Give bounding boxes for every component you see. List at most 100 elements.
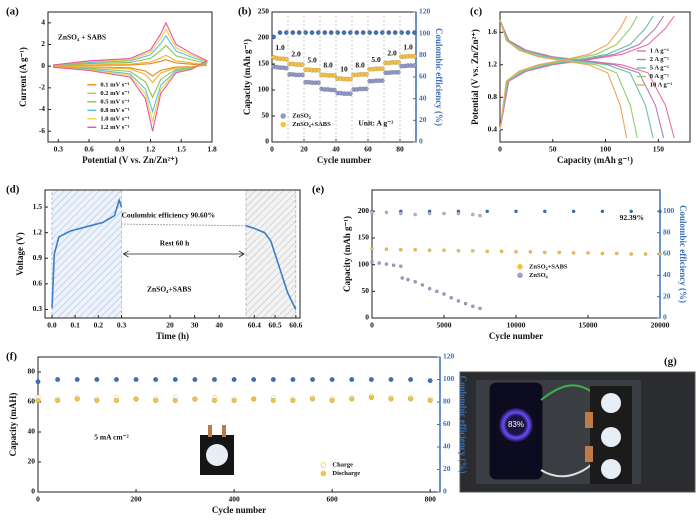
- point: [329, 376, 335, 383]
- y2-tick-label: 20: [443, 464, 451, 473]
- discharge-curve: [499, 19, 654, 139]
- point: [384, 262, 389, 266]
- charge-curve: [499, 15, 654, 130]
- legend-label: ZnSO₄+SABS: [529, 263, 568, 270]
- point: [379, 30, 385, 36]
- point: [514, 250, 518, 254]
- y2-tick-label: 40: [419, 93, 427, 102]
- point: [442, 248, 446, 253]
- rate-label: 5.0: [307, 55, 317, 64]
- y2-tick-label: 40: [663, 270, 671, 279]
- panel-label: (d): [6, 184, 20, 196]
- point: [413, 212, 418, 217]
- point: [434, 289, 439, 294]
- y-tick-label: 0: [365, 313, 369, 322]
- annotation: Rest 60 h: [160, 238, 190, 247]
- y-tick-label: 1.2: [33, 227, 43, 236]
- cv-curve: [53, 28, 209, 122]
- point: [395, 69, 401, 75]
- point: [74, 396, 80, 402]
- point: [373, 30, 379, 36]
- y2-tick-label: 120: [443, 352, 455, 361]
- x-tick-label: 0.3: [117, 321, 127, 330]
- discharge-region: [245, 189, 297, 319]
- legend-label: 0.8 mV s⁻¹: [100, 107, 129, 114]
- x-tick-label: 20: [300, 145, 308, 154]
- panel-label: (c): [470, 6, 483, 18]
- x-tick-label: 100: [600, 145, 612, 154]
- point: [485, 209, 490, 214]
- point: [331, 72, 337, 78]
- y2-tick-label: 0: [443, 487, 447, 496]
- y-axis-label: Capacity (mAh g⁻¹): [342, 216, 352, 292]
- charge-curve: [499, 15, 638, 130]
- point: [427, 248, 432, 253]
- y-tick-label: -6: [39, 126, 45, 135]
- point: [571, 251, 576, 255]
- point: [377, 261, 382, 265]
- y2-tick-label: 120: [419, 7, 431, 16]
- y-axis-label: Capacity (mAh g⁻¹): [242, 39, 252, 115]
- y-tick-label: 0: [265, 137, 269, 146]
- x-tick-label: 0.9: [115, 145, 125, 154]
- point: [270, 376, 276, 383]
- y-tick-label: 150: [258, 59, 270, 68]
- point: [153, 376, 159, 383]
- point: [370, 246, 374, 251]
- x-tick-label: 20: [166, 321, 174, 330]
- rest-arrow: [122, 250, 245, 258]
- point: [370, 260, 374, 264]
- x-tick-label: 20000: [651, 321, 670, 330]
- point: [231, 376, 237, 383]
- point: [309, 30, 315, 36]
- y-tick-label: 80: [28, 367, 36, 376]
- x-tick-label: 200: [130, 495, 142, 504]
- point: [388, 396, 394, 402]
- point: [398, 247, 403, 252]
- point: [406, 277, 410, 282]
- legend-label: 1 A g⁻¹: [650, 47, 669, 54]
- point: [283, 30, 289, 36]
- point: [542, 209, 547, 214]
- point: [411, 63, 417, 69]
- point: [290, 30, 296, 36]
- point: [456, 248, 461, 253]
- point: [456, 211, 461, 216]
- cv-curve: [53, 34, 209, 114]
- x-axis-label: Potential (V vs. Zn/Zn²⁺): [82, 155, 178, 165]
- point: [399, 30, 405, 36]
- legend-label: 1.0 mV s⁻¹: [100, 115, 129, 122]
- y2-axis-label: Coulombic efficiency (%): [458, 376, 468, 474]
- point: [557, 250, 562, 255]
- annotation: ZnSO₄ + SABS: [58, 33, 106, 42]
- point: [542, 250, 547, 255]
- discharge-curve: [499, 19, 638, 139]
- y-tick-label: 100: [258, 85, 270, 94]
- point: [384, 210, 389, 215]
- point: [614, 251, 619, 256]
- point: [349, 396, 355, 402]
- y2-tick-label: 40: [443, 442, 451, 451]
- charge-curve: [499, 15, 628, 130]
- annotation: 92.39%: [620, 213, 644, 222]
- point: [360, 30, 366, 36]
- voltage-line: [121, 223, 247, 227]
- point: [629, 209, 634, 214]
- point: [478, 306, 482, 311]
- annotation: ZnSO₄+SABS: [147, 285, 191, 294]
- y-tick-label: 0.4: [488, 125, 498, 134]
- y-tick-label: 1.2: [488, 60, 498, 69]
- y-axis-label: Current (A g⁻¹): [18, 47, 28, 107]
- legend-label: 2 A g⁻¹: [650, 56, 669, 63]
- y-tick-label: 0.3: [33, 304, 43, 313]
- legend-swatch: [280, 121, 286, 128]
- legend-label: 0.1 mV s⁻¹: [100, 81, 129, 88]
- x-tick-label: 0.2: [94, 321, 104, 330]
- point: [413, 279, 418, 284]
- point: [463, 301, 468, 306]
- point: [470, 212, 475, 217]
- point: [315, 80, 321, 86]
- point: [367, 30, 373, 36]
- point: [571, 209, 576, 214]
- plot-frame: [499, 11, 691, 143]
